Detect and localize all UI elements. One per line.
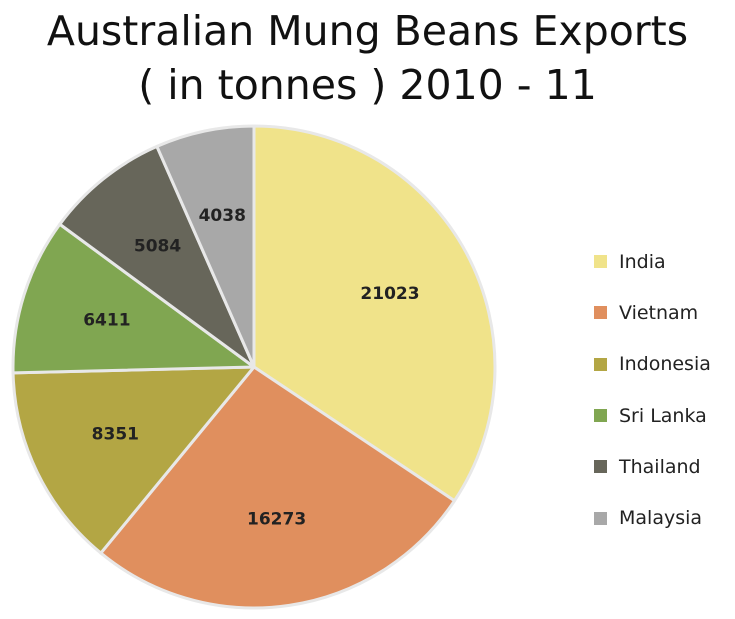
legend-item-india: India xyxy=(594,236,711,287)
legend-item-indonesia: Indonesia xyxy=(594,339,711,390)
chart-title-line-2: ( in tonnes ) 2010 - 11 xyxy=(138,61,597,109)
pie-slice-vietnam xyxy=(99,365,456,610)
data-label-india: 21023 xyxy=(360,284,419,304)
legend-swatch-malaysia xyxy=(594,511,607,525)
legend-label-vietnam: Vietnam xyxy=(619,301,699,324)
legend-item-vietnam: Vietnam xyxy=(594,287,711,338)
legend: India Vietnam Indonesia Sri Lanka Thailand Ma… xyxy=(594,236,711,544)
legend-swatch-india xyxy=(594,255,607,269)
data-label-thailand: 5084 xyxy=(134,237,181,257)
pie-slice-sri-lanka xyxy=(11,222,256,375)
legend-label-indonesia: Indonesia xyxy=(619,353,711,376)
chart-title-line-1: Australian Mung Beans Exports xyxy=(46,7,689,55)
pie-slice-indonesia xyxy=(11,365,256,555)
pie-slice-thailand xyxy=(58,144,256,369)
legend-item-sri-lanka: Sri Lanka xyxy=(594,390,711,441)
legend-swatch-thailand xyxy=(594,460,607,474)
data-label-indonesia: 8351 xyxy=(92,425,139,445)
pie-data-labels: 21023 16273 8351 6411 5084 4038 xyxy=(83,206,419,530)
legend-swatch-vietnam xyxy=(594,306,607,320)
pie-slice-malaysia xyxy=(155,124,256,369)
legend-label-thailand: Thailand xyxy=(619,455,701,478)
legend-swatch-indonesia xyxy=(594,357,607,371)
legend-label-india: India xyxy=(619,250,666,273)
data-label-malaysia: 4038 xyxy=(199,206,246,226)
pie-slices xyxy=(11,124,497,610)
data-label-vietnam: 16273 xyxy=(247,510,306,530)
legend-label-sri-lanka: Sri Lanka xyxy=(619,404,707,427)
chart-title: Australian Mung Beans Exports ( in tonne… xyxy=(0,4,735,112)
data-label-sri-lanka: 6411 xyxy=(83,311,130,331)
legend-label-malaysia: Malaysia xyxy=(619,507,703,530)
legend-swatch-sri-lanka xyxy=(594,409,607,423)
legend-item-thailand: Thailand xyxy=(594,441,711,492)
legend-item-malaysia: Malaysia xyxy=(594,492,711,543)
